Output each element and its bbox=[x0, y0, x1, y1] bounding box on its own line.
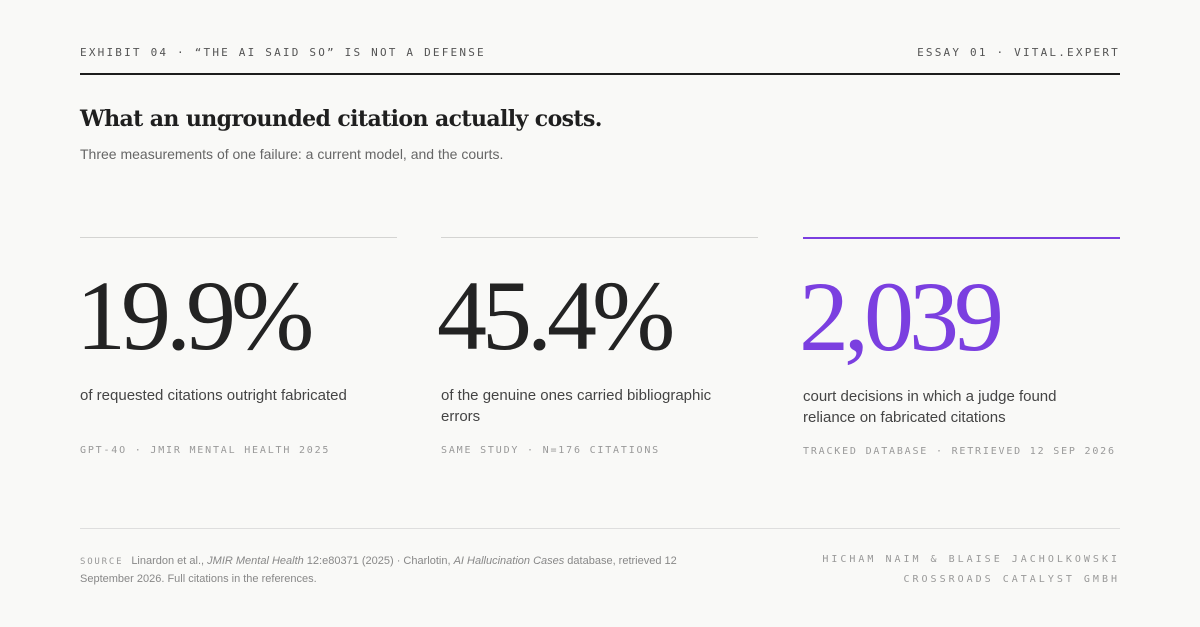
stat-value: 19.9% bbox=[76, 260, 314, 371]
stat-value: 2,039 bbox=[799, 261, 1004, 372]
stat-column-errors: 45.4% of the genuine ones carried biblio… bbox=[437, 237, 758, 456]
exhibit-header: EXHIBIT 04 · “THE AI SAID SO” IS NOT A D… bbox=[80, 46, 1120, 75]
source-label: SOURCE bbox=[80, 557, 124, 567]
stat-column-court-decisions: 2,039 court decisions in which a judge f… bbox=[799, 237, 1120, 457]
stat-value: 45.4% bbox=[437, 260, 675, 371]
source-note: SOURCE Linardon et al., JMIR Mental Healt… bbox=[80, 553, 730, 588]
source-text: 12:e80371 (2025) · Charlotin, bbox=[303, 555, 454, 567]
stat-description: of the genuine ones carried bibliographi… bbox=[441, 387, 712, 425]
exhibit-label: EXHIBIT 04 · “THE AI SAID SO” IS NOT A D… bbox=[80, 46, 486, 59]
stat-source: TRACKED DATABASE · RETRIEVED 12 SEP 2026 bbox=[803, 446, 1116, 457]
footer: SOURCE Linardon et al., JMIR Mental Healt… bbox=[80, 528, 1120, 585]
source-text: Linardon et al., bbox=[131, 555, 208, 567]
source-database: AI Hallucination Cases bbox=[453, 555, 565, 567]
source-text: database, retrieved 12 September 2026. F… bbox=[80, 555, 677, 585]
page-title: What an ungrounded citation actually cos… bbox=[80, 106, 602, 132]
credit-authors: HICHAM NAIM & BLAISE JACHOLKOWSKI bbox=[822, 554, 1120, 565]
credit-organization: CROSSROADS CATALYST GMBH bbox=[903, 574, 1120, 585]
source-journal: JMIR Mental Health bbox=[207, 555, 304, 567]
stat-description: of requested citations outright fabricat… bbox=[80, 387, 347, 404]
stat-description: court decisions in which a judge found r… bbox=[803, 388, 1057, 426]
essay-label: ESSAY 01 · VITAL.EXPERT bbox=[917, 46, 1120, 59]
stat-source: GPT-4O · JMIR MENTAL HEALTH 2025 bbox=[80, 445, 331, 456]
stat-source: SAME STUDY · N=176 CITATIONS bbox=[441, 445, 660, 456]
page-subtitle: Three measurements of one failure: a cur… bbox=[80, 146, 504, 162]
credits: HICHAM NAIM & BLAISE JACHOLKOWSKI CROSSR… bbox=[822, 550, 1120, 590]
stat-column-fabricated: 19.9% of requested citations outright fa… bbox=[76, 237, 397, 456]
